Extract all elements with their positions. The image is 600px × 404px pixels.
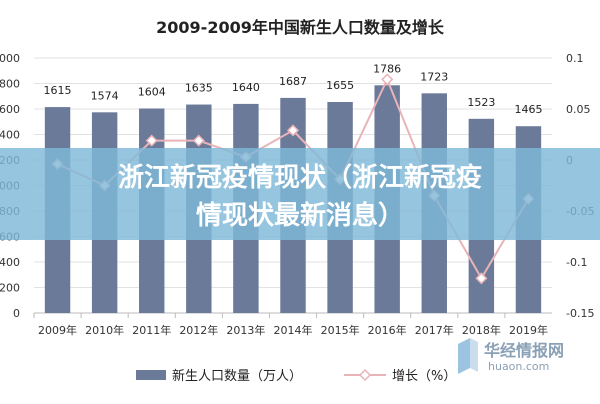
x-tick-label: 2009年	[38, 323, 77, 337]
right-tick-label: 0.1	[566, 52, 584, 65]
watermark-cn: 华经情报网	[484, 341, 564, 360]
x-tick-label: 2016年	[368, 323, 407, 337]
x-tick-label: 2019年	[509, 323, 548, 337]
legend-line-label: 增长（%）	[392, 369, 456, 384]
x-tick-label: 2014年	[274, 323, 313, 337]
watermark-en: huaon.com	[488, 360, 549, 373]
bar-data-label: 1655	[326, 79, 354, 92]
left-tick-label: 1400	[0, 129, 20, 142]
x-tick-label: 2015年	[321, 323, 360, 337]
banner-line-1: 浙江新冠疫情现状（浙江新冠疫	[118, 162, 482, 193]
bar-data-label: 1574	[91, 89, 119, 102]
left-tick-label: 1800	[0, 78, 20, 91]
left-tick-label: 1600	[0, 103, 20, 116]
bar-data-label: 1523	[467, 96, 495, 109]
bar-data-label: 1604	[138, 85, 166, 98]
left-tick-label: 0	[13, 307, 20, 320]
bar-data-labels: 1615 1574 1604 1635 1640 1687 1655 1786 1723 1523…	[44, 62, 543, 116]
left-tick-label: 400	[0, 256, 20, 269]
line-point	[475, 272, 488, 285]
line-point	[192, 134, 205, 147]
bar-data-label: 1615	[44, 84, 72, 97]
right-tick-label: 0.05	[566, 103, 591, 116]
chart-title: 2009-2009年中国新生人口数量及增长	[156, 18, 445, 37]
bar-data-label: 1635	[185, 82, 213, 95]
banner-overlay	[0, 148, 600, 240]
x-tick-label: 2012年	[179, 323, 218, 337]
left-tick-label: 2000	[0, 52, 20, 65]
banner-line-2: 情现状最新消息）	[196, 200, 404, 231]
bar-data-label: 1465	[514, 103, 542, 116]
watermark-logo-shade-icon	[470, 338, 478, 372]
bar-data-label: 1786	[373, 62, 401, 75]
x-tick-label: 2013年	[226, 323, 265, 337]
legend-line-marker-icon	[358, 368, 372, 382]
x-tick-label: 2017年	[415, 323, 454, 337]
line-point	[286, 124, 300, 137]
bar-data-label: 1640	[232, 81, 260, 94]
legend: 新生人口数量（万人） 增长（%）	[136, 368, 456, 384]
x-axis-categories: 2009年 2010年 2011年 2012年 2013年 2014年 2015年 2016年…	[33, 313, 548, 337]
right-tick-label: -0.1	[566, 256, 587, 269]
legend-bar-swatch	[136, 370, 166, 380]
line-point	[145, 134, 158, 147]
watermark: 华经情报网 huaon.com	[458, 338, 564, 374]
legend-bar-label: 新生人口数量（万人）	[172, 368, 302, 384]
watermark-logo-icon	[458, 338, 470, 374]
bar-data-label: 1723	[420, 70, 448, 83]
bar-data-label: 1687	[279, 75, 307, 88]
right-tick-label: -0.15	[566, 307, 594, 320]
x-tick-label: 2010年	[85, 323, 124, 337]
x-tick-label: 2011年	[132, 323, 171, 337]
line-point	[381, 73, 394, 86]
left-tick-label: 200	[0, 282, 20, 295]
x-tick-label: 2018年	[462, 323, 501, 337]
